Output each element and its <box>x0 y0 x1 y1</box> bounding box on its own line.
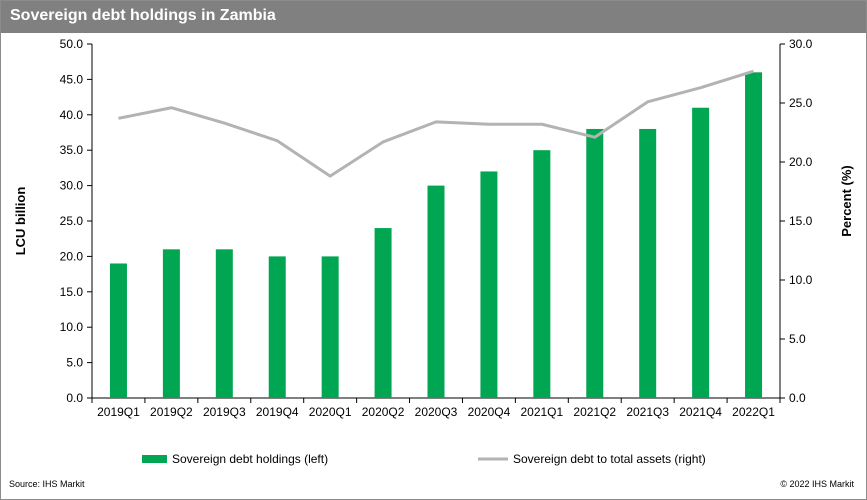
y-tick-label-left: 0.0 <box>66 391 83 405</box>
y-tick-label-left: 10.0 <box>60 320 84 334</box>
y-tick-label-right: 10.0 <box>789 273 813 287</box>
bar <box>163 249 180 398</box>
y-tick-label-left: 20.0 <box>60 249 84 263</box>
bar <box>428 186 445 398</box>
chart-area: 0.0 5.0 10.0 15.0 20.0 25.0 30.0 35.0 40.0 45.0 50… <box>0 0 867 500</box>
x-tick-label: 2021Q2 <box>573 405 616 419</box>
x-tick-label: 2021Q1 <box>520 405 563 419</box>
x-tick-label: 2021Q4 <box>679 405 722 419</box>
bar <box>639 129 656 398</box>
x-tick-label: 2019Q2 <box>150 405 193 419</box>
x-tick-label: 2019Q1 <box>97 405 140 419</box>
bar <box>269 256 286 398</box>
y-tick-label-left: 30.0 <box>60 179 84 193</box>
bar <box>480 171 497 398</box>
bar <box>745 72 762 398</box>
x-tick-label: 2020Q1 <box>309 405 352 419</box>
x-tick-label: 2022Q1 <box>732 405 775 419</box>
x-tick-label: 2021Q3 <box>626 405 669 419</box>
y-tick-label-left: 45.0 <box>60 72 84 86</box>
bar <box>322 256 339 398</box>
y-tick-label-right: 20.0 <box>789 155 813 169</box>
bar <box>586 129 603 398</box>
y-tick-label-left: 40.0 <box>60 108 84 122</box>
y-tick-label-left: 5.0 <box>66 356 83 370</box>
bar <box>216 249 233 398</box>
y-tick-label-right: 15.0 <box>789 214 813 228</box>
y-tick-label-left: 35.0 <box>60 143 84 157</box>
bar <box>110 263 127 398</box>
y-tick-label-right: 30.0 <box>789 37 813 51</box>
bar <box>692 108 709 398</box>
legend-label-line: Sovereign debt to total assets (right) <box>513 452 706 466</box>
x-tick-label: 2020Q2 <box>362 405 405 419</box>
y-axis-title-left: LCU billion <box>13 187 28 256</box>
legend-swatch-bars <box>142 455 167 463</box>
y-tick-label-right: 25.0 <box>789 96 813 110</box>
series-line <box>118 71 753 176</box>
bar <box>375 228 392 398</box>
y-tick-label-left: 25.0 <box>60 214 84 228</box>
x-tick-label: 2019Q4 <box>256 405 299 419</box>
x-tick-label: 2020Q3 <box>415 405 458 419</box>
y-tick-label-right: 0.0 <box>789 391 806 405</box>
y-tick-label-left: 15.0 <box>60 285 84 299</box>
y-axis-title-right: Percent (%) <box>839 165 854 237</box>
x-tick-label: 2019Q3 <box>203 405 246 419</box>
y-tick-label-right: 5.0 <box>789 332 806 346</box>
y-tick-label-left: 50.0 <box>60 37 84 51</box>
legend-label-bars: Sovereign debt holdings (left) <box>172 452 328 466</box>
bar <box>533 150 550 398</box>
x-tick-label: 2020Q4 <box>468 405 511 419</box>
